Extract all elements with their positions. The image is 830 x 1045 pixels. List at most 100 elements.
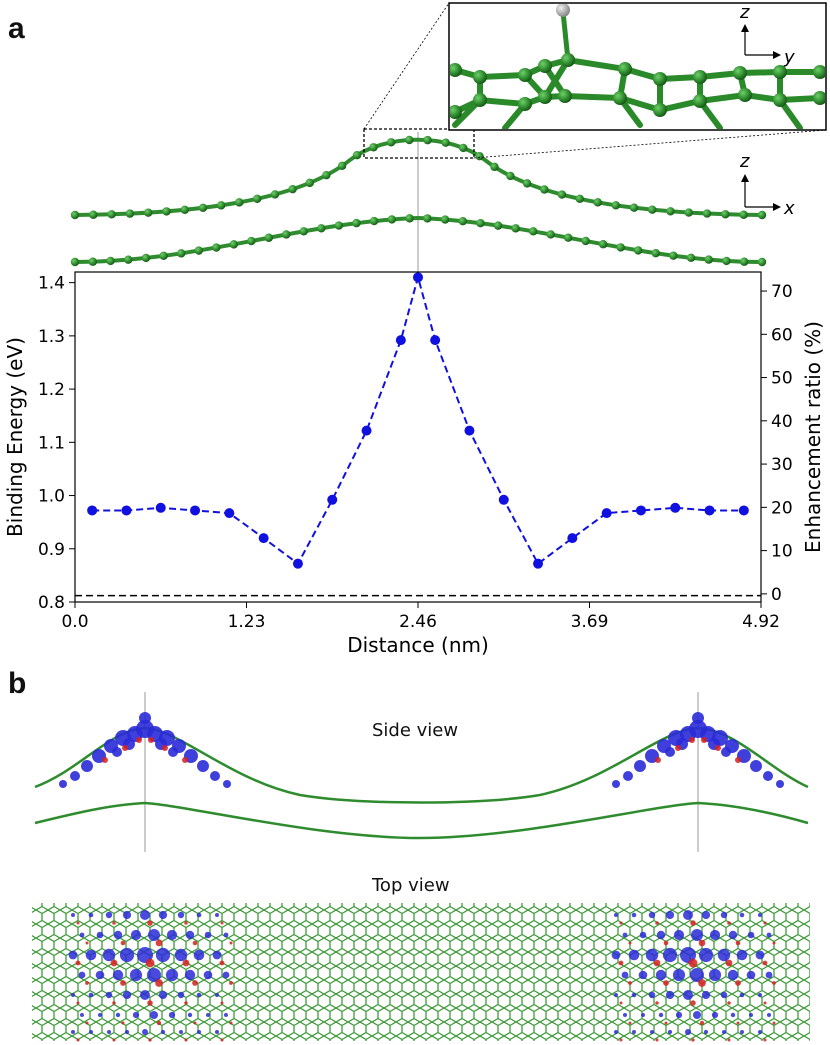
density-blob <box>85 1021 89 1025</box>
carbon-atom <box>473 70 487 84</box>
carbon-atom <box>235 198 244 207</box>
carbon-atom <box>669 251 678 260</box>
density-blob <box>155 947 171 963</box>
carbon-atom <box>337 161 347 171</box>
carbon-atom <box>738 88 752 102</box>
density-blob <box>683 910 693 920</box>
density-blob <box>699 1020 705 1026</box>
density-blob <box>76 1001 80 1005</box>
carbon-atom <box>511 224 520 233</box>
density-blob <box>655 1001 659 1005</box>
carbon-atom <box>124 255 133 264</box>
top-density-right <box>611 910 776 1042</box>
density-blob <box>758 913 762 917</box>
density-blob <box>120 940 126 946</box>
carbon-atom <box>247 236 256 246</box>
density-blob <box>631 912 637 918</box>
side-view <box>34 692 809 852</box>
density-blob <box>196 992 202 998</box>
density-blob <box>746 970 756 980</box>
data-point <box>395 335 406 346</box>
hydrogen-atom <box>556 4 570 17</box>
y-tick-label: 1.4 <box>38 274 65 294</box>
density-blob <box>739 992 745 998</box>
y2-tick-label: 50 <box>771 369 793 389</box>
top-density-left <box>68 910 233 1042</box>
carbon-atom <box>693 94 707 108</box>
carbon-atom <box>546 230 555 239</box>
density-blob <box>698 947 714 963</box>
density-blob <box>147 968 161 982</box>
carbon-atom <box>704 255 713 264</box>
carbon-atom <box>529 227 538 236</box>
density-blob <box>222 971 230 979</box>
density-blob <box>121 1021 125 1025</box>
density-blob <box>717 948 731 962</box>
density-blob <box>187 1012 193 1018</box>
density-blob <box>655 757 661 763</box>
carbon-atom <box>648 205 657 214</box>
density-blob <box>750 760 762 772</box>
carbon-atom <box>518 97 532 111</box>
density-blob <box>196 912 202 918</box>
carbon-atom <box>473 93 487 107</box>
x-axis-label: Distance (nm) <box>347 633 489 657</box>
density-blob <box>727 1038 731 1042</box>
density-blob <box>124 1029 130 1035</box>
carbon-atom <box>522 179 532 188</box>
carbon-atom <box>405 135 414 145</box>
carbon-atom <box>722 256 731 266</box>
density-blob <box>112 969 124 981</box>
density-blob <box>708 968 722 982</box>
carbon-atom <box>288 185 297 194</box>
density-blob <box>85 949 97 961</box>
density-blob <box>68 950 78 960</box>
density-blob <box>112 921 116 925</box>
density-blob <box>105 911 113 919</box>
density-blob <box>622 932 628 938</box>
density-blob <box>179 1030 183 1034</box>
density-blob <box>166 929 178 941</box>
density-blob <box>619 1001 623 1005</box>
y2-tick-label: 30 <box>771 455 793 475</box>
density-blob <box>638 970 648 980</box>
carbon-atom <box>282 230 291 239</box>
density-blob <box>158 910 168 920</box>
density-blob <box>692 712 704 724</box>
data-point <box>498 494 509 505</box>
density-blob <box>115 1012 121 1018</box>
density-blob <box>656 930 666 940</box>
density-blob <box>766 932 772 938</box>
side-density-left <box>59 712 231 788</box>
data-point <box>190 505 201 516</box>
density-blob <box>76 921 80 925</box>
y2-tick-label: 70 <box>771 282 793 302</box>
density-blob <box>619 1038 623 1042</box>
carbon-atom <box>125 209 135 218</box>
density-blob <box>727 1001 731 1005</box>
density-blob <box>158 990 168 1000</box>
carbon-atom <box>653 72 667 86</box>
carbon-atom <box>423 135 432 145</box>
density-blob <box>648 991 656 999</box>
data-point <box>704 505 715 516</box>
data-point <box>533 558 544 569</box>
inset-atoms <box>450 53 825 119</box>
density-blob <box>736 949 748 961</box>
density-blob <box>220 1038 224 1042</box>
zoom-box <box>363 128 475 159</box>
upper-graphene-layer <box>74 137 763 217</box>
density-blob <box>689 737 695 743</box>
density-blob <box>698 939 706 947</box>
density-blob <box>727 969 739 981</box>
carbon-atom <box>387 215 397 224</box>
density-blob <box>720 991 728 999</box>
density-blob <box>645 948 659 962</box>
density-blob <box>675 1011 683 1019</box>
carbon-atom <box>653 103 667 117</box>
data-point <box>413 272 423 283</box>
density-blob <box>663 940 669 946</box>
density-blob <box>698 979 706 987</box>
y-axis-label: Binding Energy (eV) <box>3 337 27 537</box>
density-blob <box>156 1020 162 1026</box>
